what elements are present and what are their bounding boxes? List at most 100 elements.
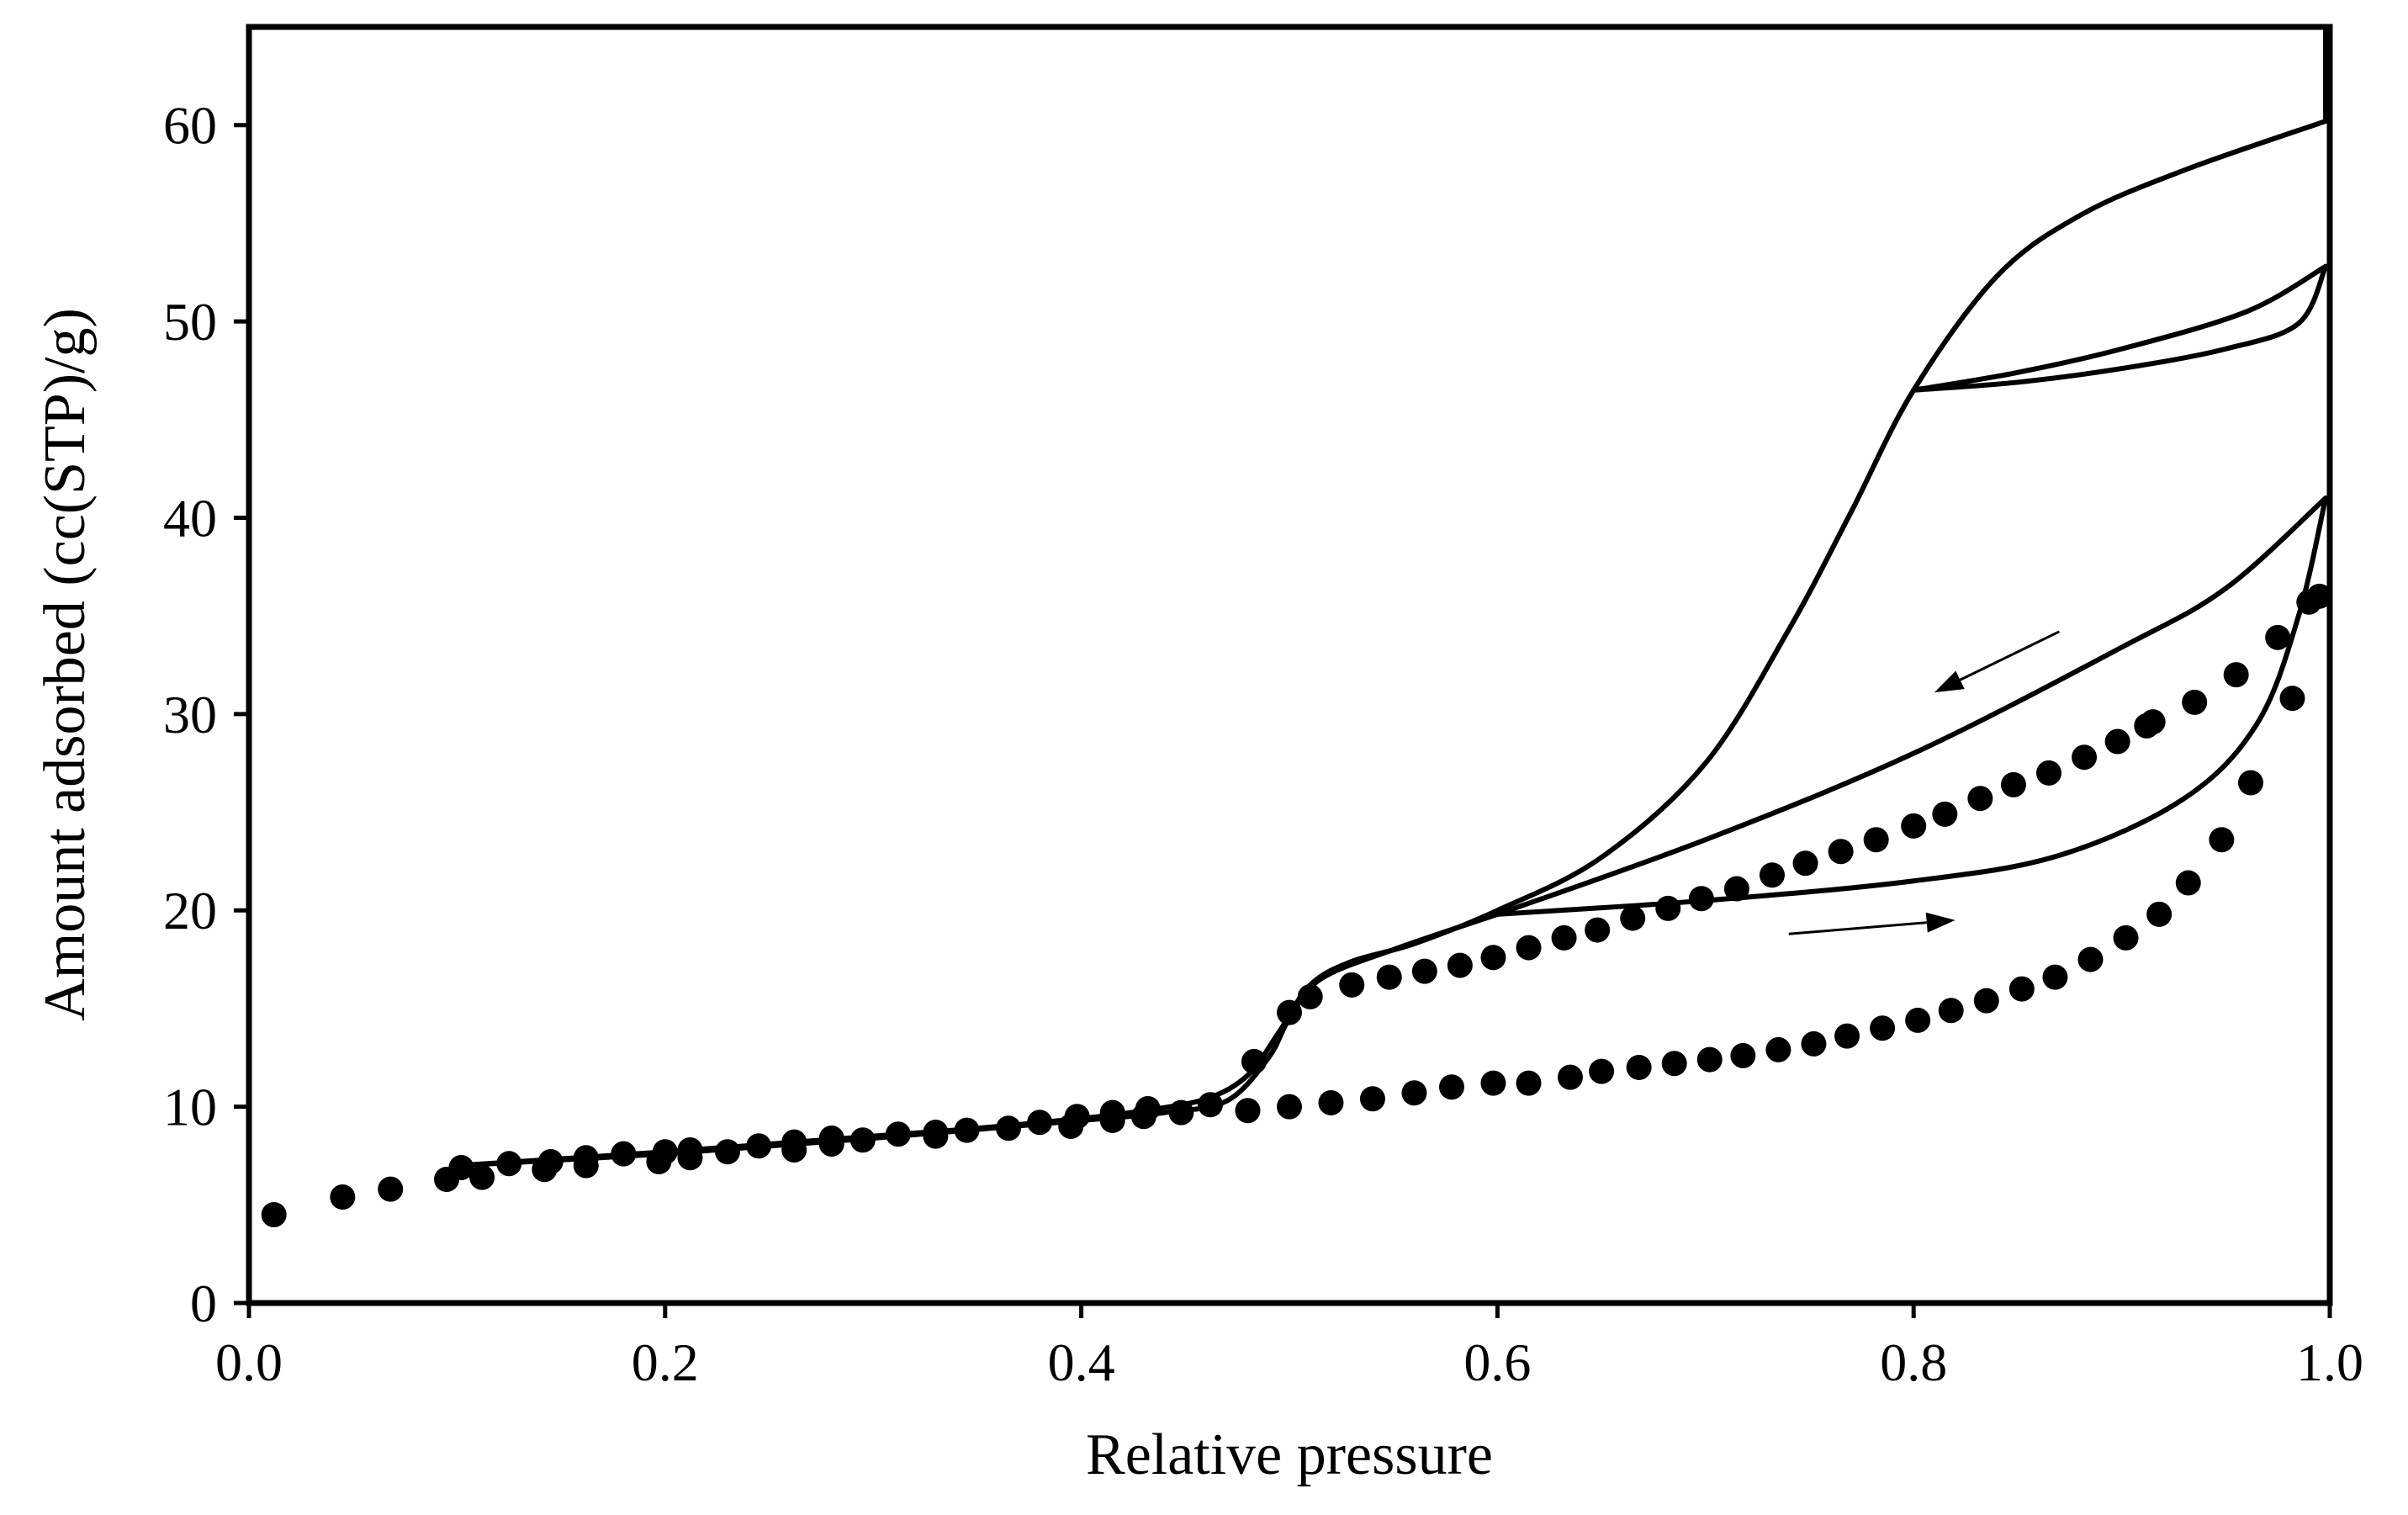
data-point xyxy=(1401,1080,1427,1106)
data-point xyxy=(1828,839,1854,865)
y-tick-label: 50 xyxy=(163,292,217,352)
data-point xyxy=(378,1176,404,1202)
x-tick-label: 0.4 xyxy=(1048,1332,1115,1392)
data-point xyxy=(1932,801,1958,827)
data-point xyxy=(2042,964,2068,990)
x-tick-label: 1.0 xyxy=(2296,1332,2363,1392)
data-point xyxy=(1967,786,1993,812)
data-point xyxy=(1241,1048,1267,1074)
data-point xyxy=(1277,1094,1302,1120)
data-point xyxy=(496,1151,522,1177)
desorption-arrow-head xyxy=(1934,670,1965,693)
data-point xyxy=(2265,624,2291,650)
data-point xyxy=(1661,1051,1687,1077)
scan-loop-1-adsorption-line xyxy=(1911,263,2329,393)
data-point xyxy=(1197,1092,1223,1118)
data-point xyxy=(2072,744,2098,771)
y-axis-title: Amount adsorbed (cc(STP)/g) xyxy=(33,308,98,1021)
scan-loop-2-desorption-line xyxy=(1495,495,2329,917)
data-point xyxy=(573,1145,599,1171)
adsorption-arrow-shaft xyxy=(1788,921,1927,935)
data-point xyxy=(1730,1042,1756,1068)
data-point xyxy=(1973,988,1999,1014)
data-point xyxy=(2237,770,2263,796)
data-point xyxy=(1589,1058,1615,1084)
data-point xyxy=(1438,1074,1464,1100)
data-point xyxy=(746,1133,772,1159)
data-point xyxy=(1277,999,1302,1025)
data-point xyxy=(2306,583,2332,609)
data-point xyxy=(537,1148,564,1174)
data-point xyxy=(1870,1015,1896,1041)
data-point xyxy=(1516,935,1542,961)
y-tick-label: 30 xyxy=(163,685,217,744)
adsorption-arrow-head xyxy=(1925,912,1956,933)
data-point xyxy=(1557,1064,1583,1090)
data-point xyxy=(469,1164,495,1190)
data-points-layer xyxy=(261,583,2332,1227)
data-point xyxy=(2223,662,2249,688)
data-point xyxy=(1655,895,1681,921)
desorption-arrow-shaft xyxy=(1959,630,2061,681)
data-point xyxy=(1168,1099,1194,1126)
data-point xyxy=(1688,886,1714,912)
data-point xyxy=(1626,1054,1652,1080)
curves-layer xyxy=(454,24,2329,1168)
arrows-layer xyxy=(1788,630,2061,935)
y-tick-label: 10 xyxy=(163,1078,217,1137)
data-point xyxy=(1723,876,1749,902)
data-point xyxy=(611,1141,637,1167)
data-point xyxy=(1376,964,1402,990)
data-point xyxy=(1064,1104,1090,1130)
y-tick-label: 20 xyxy=(163,881,217,940)
data-point xyxy=(1480,945,1506,971)
data-point xyxy=(1516,1070,1542,1096)
data-point xyxy=(1765,1036,1791,1062)
y-axis-ticks: 0 10 20 30 40 50 60 xyxy=(163,96,249,1333)
data-point xyxy=(885,1121,911,1147)
y-tick-label: 0 xyxy=(190,1274,217,1333)
data-point xyxy=(1099,1099,1125,1126)
data-point xyxy=(1801,1030,1827,1057)
data-point xyxy=(1339,972,1365,998)
data-point xyxy=(849,1127,876,1153)
data-point xyxy=(1551,924,1577,951)
data-point xyxy=(1792,850,1818,877)
data-point xyxy=(2209,827,2235,853)
data-point xyxy=(1938,998,1964,1024)
data-point xyxy=(1135,1095,1161,1121)
data-point xyxy=(2146,901,2172,927)
data-point xyxy=(1585,917,1611,943)
data-point xyxy=(2279,686,2305,712)
x-tick-label: 0.6 xyxy=(1463,1332,1531,1392)
x-tick-label: 0.8 xyxy=(1880,1332,1947,1392)
data-point xyxy=(1696,1046,1723,1073)
data-point xyxy=(448,1154,474,1180)
data-point xyxy=(2182,689,2208,715)
data-point xyxy=(1447,952,1473,978)
model-inner-adsorption-line xyxy=(454,911,1500,1168)
data-point xyxy=(1905,1007,1931,1033)
scan-loop-1-desorption-line xyxy=(1911,263,2329,393)
y-tick-label: 60 xyxy=(163,96,217,156)
data-point xyxy=(2113,924,2139,951)
x-tick-label: 0.2 xyxy=(632,1332,699,1392)
data-point xyxy=(1901,813,1927,839)
data-point xyxy=(1411,958,1437,984)
data-point xyxy=(781,1129,807,1155)
x-axis-title: Relative pressure xyxy=(1086,1422,1493,1487)
data-point xyxy=(2104,728,2130,755)
model-outer-adsorption-line xyxy=(454,119,2329,1168)
data-point xyxy=(1759,862,1785,888)
data-point xyxy=(1297,983,1323,1009)
data-point xyxy=(715,1139,741,1165)
plot-frame xyxy=(246,24,2333,1306)
data-point xyxy=(1480,1070,1506,1096)
data-point xyxy=(1359,1086,1385,1112)
data-point xyxy=(2175,870,2201,896)
data-point xyxy=(2077,946,2104,972)
data-point xyxy=(1027,1110,1053,1136)
x-axis-ticks: 0.0 0.2 0.4 0.6 0.8 1.0 xyxy=(215,1303,2363,1392)
data-point xyxy=(1863,827,1889,853)
